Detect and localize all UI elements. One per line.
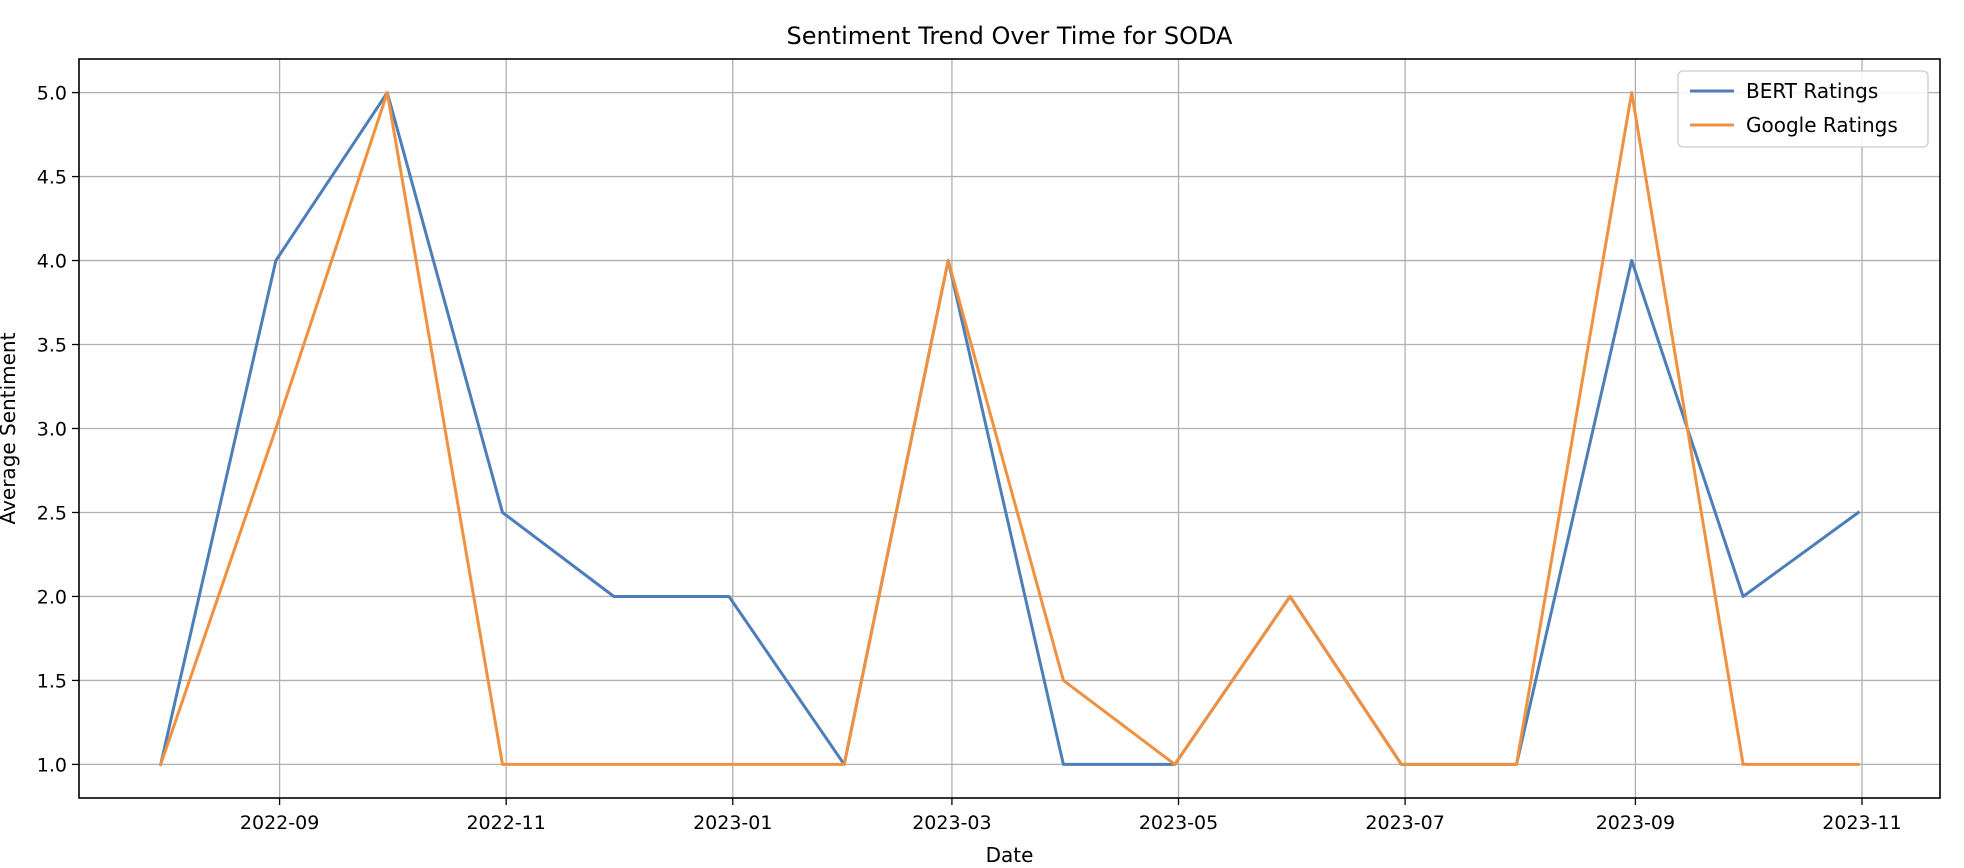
legend-label: BERT Ratings [1746,79,1878,103]
y-tick-label: 2.5 [37,502,67,524]
legend-label: Google Ratings [1746,113,1898,137]
series-line-google-ratings [158,91,1860,767]
legend: BERT Ratings Google Ratings [1677,70,1929,148]
x-tick-label: 2023-11 [1822,812,1901,834]
x-tick-label: 2022-11 [466,812,545,834]
y-tick-label: 1.0 [37,754,67,776]
series-lines [158,91,1861,767]
series-line-bert-ratings [158,91,1861,767]
x-tick-label: 2023-07 [1365,812,1444,834]
y-tick-label: 4.5 [37,167,67,189]
y-tick-label: 5.0 [37,83,67,105]
y-tick-label: 4.0 [37,251,67,273]
legend-box [1677,70,1929,148]
y-tick-label: 3.0 [37,419,67,441]
x-tick-label: 2023-09 [1596,812,1675,834]
y-tick-label: 3.5 [37,335,67,357]
x-tick-label: 2023-05 [1139,812,1218,834]
x-axis-label: Date [986,843,1034,867]
chart-title: Sentiment Trend Over Time for SODA [787,22,1234,50]
y-tick-label: 2.0 [37,586,67,608]
y-axis-label: Average Sentiment [0,332,20,524]
x-tick-label: 2023-01 [693,812,772,834]
x-tick-label: 2022-09 [240,812,319,834]
x-tick-label: 2023-03 [912,812,991,834]
y-tick-label: 1.5 [37,670,67,692]
axis-ticks: 2022-09 2022-11 2023-01 2023-03 2023-05 2023-… [37,83,1902,834]
grid-lines [79,59,1940,798]
